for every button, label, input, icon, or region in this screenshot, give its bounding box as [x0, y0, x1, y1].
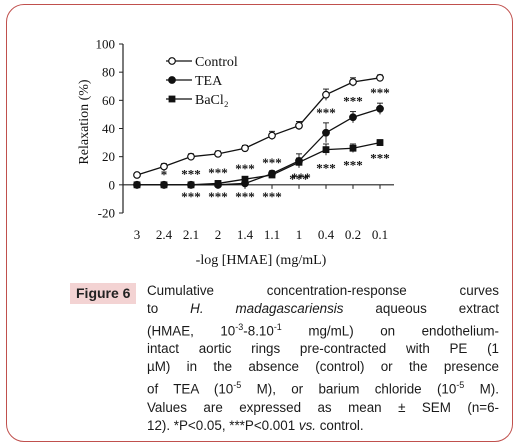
- data-point: [214, 180, 222, 187]
- legend-item: Control: [166, 55, 238, 70]
- data-point: [322, 128, 330, 137]
- data-point: [160, 162, 168, 171]
- y-tick-label: 100: [96, 37, 116, 52]
- x-tick-label: 1: [296, 227, 303, 242]
- significance-mark: ***: [181, 167, 201, 182]
- data-point: [214, 149, 222, 158]
- significance-mark: ***: [208, 189, 228, 204]
- significance-mark: ***: [343, 94, 363, 109]
- x-tick-label: 0.2: [345, 227, 361, 242]
- data-point: [187, 152, 195, 161]
- x-tick-label: 1.4: [237, 227, 254, 242]
- data-point: [376, 104, 384, 113]
- data-point: [322, 146, 330, 154]
- y-tick-label: 20: [102, 149, 115, 164]
- figure-caption: Cumulative concentration-response curves…: [147, 282, 499, 435]
- significance-mark: ***: [262, 155, 282, 170]
- data-point: [187, 181, 195, 189]
- data-series: [133, 73, 384, 189]
- data-point: [168, 95, 176, 103]
- series-line: [136, 77, 381, 176]
- x-tick-label: 2: [215, 227, 222, 242]
- y-tick-label: 80: [102, 65, 115, 80]
- figure-card: [6, 4, 513, 442]
- caption-line: µM) in the absence (control) or the pres…: [147, 359, 499, 375]
- significance-mark: ***: [316, 160, 336, 175]
- significance-mark: *: [161, 167, 168, 182]
- y-tick-label: -20: [98, 206, 115, 221]
- x-tick-label: 0.4: [318, 227, 335, 242]
- figure-label: Figure 6: [70, 283, 137, 304]
- data-point: [349, 78, 357, 86]
- caption-line: (HMAE, 10-3-8.10-1 mg/mL) on endothelium…: [147, 322, 500, 339]
- legend-label: BaCl₂: [195, 93, 229, 108]
- significance-mark: ***: [235, 189, 255, 204]
- data-point: [241, 175, 249, 183]
- legend-label: TEA: [195, 74, 223, 89]
- data-point: [295, 158, 303, 166]
- axes: -20 0 20 40 60 80 100 3 2.4 2.1 2 1.4 1.1 1 0.4 0.2 0.1: [96, 37, 394, 242]
- caption-line: to H. madagascariensis aqueous extract: [147, 301, 499, 316]
- caption-line: Cumulative concentration-response curves: [147, 283, 499, 298]
- data-point: [168, 57, 176, 65]
- significance-mark: ***: [316, 105, 336, 120]
- y-tick-label: 40: [102, 121, 115, 136]
- significance-mark: ***: [343, 157, 363, 172]
- data-point: [295, 121, 303, 130]
- significance-mark: ***: [370, 85, 390, 100]
- caption-line: Values are expressed as mean ± SEM (n=6-: [147, 399, 499, 415]
- data-point: [133, 181, 141, 189]
- significance-annotations: *** *** *** ******************* *** *** ******…: [161, 85, 390, 204]
- series-line: [137, 141, 381, 186]
- caption-line: intact aortic rings pre-contracted with …: [147, 341, 499, 357]
- significance-mark: ***: [262, 189, 282, 204]
- significance-mark: ***: [181, 189, 201, 204]
- data-point: [268, 131, 276, 140]
- legend-label: Control: [195, 55, 238, 70]
- data-point: [349, 113, 357, 122]
- series-tea: [133, 102, 384, 189]
- data-point: [133, 171, 141, 179]
- data-point: [268, 171, 276, 179]
- data-point: [160, 181, 168, 189]
- series-line: [137, 108, 381, 186]
- caption-line: of TEA (10-5 M), or barium chloride (10-…: [147, 380, 499, 397]
- data-point: [376, 73, 384, 82]
- caption-line: 12). *P<0.05, ***P<0.001 vs. control.: [147, 417, 364, 433]
- legend-item: BaCl₂: [166, 93, 229, 108]
- y-axis-label: Relaxation (%): [77, 79, 92, 164]
- x-axis-label: -log [HMAE] (mg/mL): [196, 253, 327, 268]
- significance-mark: ***: [235, 161, 255, 176]
- y-tick-label: 60: [102, 93, 115, 108]
- data-point: [322, 90, 330, 99]
- significance-mark: ***: [208, 165, 228, 180]
- x-tick-label: 0.1: [372, 227, 388, 242]
- series-control: [133, 73, 384, 179]
- series-bacl-: [133, 139, 384, 189]
- data-point: [168, 76, 176, 84]
- data-point: [376, 139, 384, 146]
- x-tick-label: 1.1: [264, 227, 280, 242]
- significance-mark: ***: [291, 170, 311, 185]
- significance-mark: ***: [370, 150, 390, 165]
- x-tick-label: 2.1: [183, 227, 199, 242]
- significance-mark: ***: [289, 172, 309, 187]
- x-tick-label: 2.4: [156, 227, 173, 242]
- data-point: [241, 144, 249, 153]
- legend-item: TEA: [166, 74, 223, 89]
- x-tick-label: 3: [134, 227, 141, 242]
- legend: Control TEA BaCl₂: [166, 55, 238, 108]
- y-tick-label: 0: [109, 177, 116, 192]
- data-point: [349, 144, 357, 152]
